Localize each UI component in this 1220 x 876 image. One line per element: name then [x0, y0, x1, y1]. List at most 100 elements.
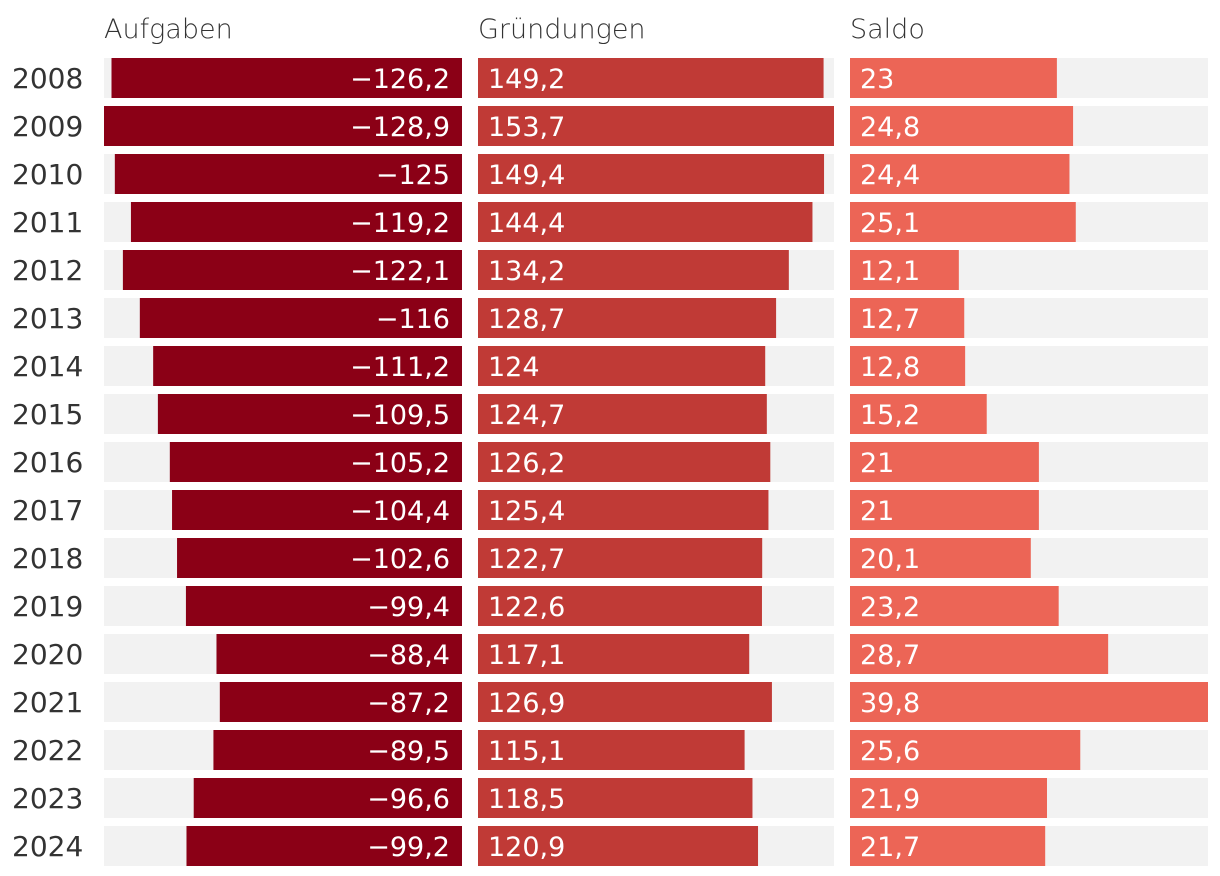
value-label-gründungen-2023: 118,5 [488, 784, 565, 815]
value-label-saldo-2016: 21 [860, 448, 894, 479]
value-label-saldo-2011: 25,1 [860, 208, 920, 239]
value-label-aufgaben-2015: −109,5 [350, 400, 450, 431]
bar-aufgaben-2009 [104, 106, 462, 146]
bar-gründungen-2009 [478, 106, 834, 146]
value-label-saldo-2014: 12,8 [860, 352, 920, 383]
year-label-2009: 2009 [12, 110, 83, 143]
value-label-gründungen-2020: 117,1 [488, 640, 565, 671]
year-label-2014: 2014 [12, 350, 83, 383]
year-label-2024: 2024 [12, 830, 83, 863]
value-label-gründungen-2022: 115,1 [488, 736, 565, 767]
value-label-gründungen-2013: 128,7 [488, 304, 565, 335]
value-label-gründungen-2017: 125,4 [488, 496, 565, 527]
value-label-aufgaben-2024: −99,2 [367, 832, 450, 863]
bar-gründungen-2023 [478, 778, 753, 818]
bar-gründungen-2018 [478, 538, 763, 578]
bar-gründungen-2008 [478, 58, 824, 98]
bar-aufgaben-2008 [111, 58, 462, 98]
bar-aufgaben-2021 [219, 682, 462, 722]
year-label-2022: 2022 [12, 734, 83, 767]
bar-aufgaben-2013 [139, 298, 463, 338]
bar-gründungen-2017 [478, 490, 769, 530]
value-label-aufgaben-2013: −116 [376, 304, 450, 335]
value-label-gründungen-2014: 124 [488, 352, 540, 383]
value-label-saldo-2020: 28,7 [860, 640, 920, 671]
bar-gründungen-2012 [478, 250, 789, 290]
value-label-gründungen-2016: 126,2 [488, 448, 565, 479]
value-label-aufgaben-2008: −126,2 [350, 64, 450, 95]
value-label-saldo-2013: 12,7 [860, 304, 920, 335]
bar-gründungen-2021 [478, 682, 772, 722]
bar-aufgaben-2023 [193, 778, 462, 818]
year-label-2010: 2010 [12, 158, 83, 191]
value-label-saldo-2008: 23 [860, 64, 894, 95]
bar-saldo-2020 [850, 634, 1109, 674]
value-label-saldo-2018: 20,1 [860, 544, 920, 575]
bar-gründungen-2014 [478, 346, 766, 386]
value-label-saldo-2024: 21,7 [860, 832, 920, 863]
value-label-saldo-2015: 15,2 [860, 400, 920, 431]
bar-saldo-2018 [850, 538, 1031, 578]
year-labels: 2008 2009 2010 2011 2012 2013 2014 2015 2016 2017… [12, 62, 83, 863]
bar-saldo-2023 [850, 778, 1047, 818]
bar-aufgaben-2011 [130, 202, 463, 242]
bar-gründungen-2015 [478, 394, 767, 434]
value-label-aufgaben-2021: −87,2 [367, 688, 450, 719]
year-label-2013: 2013 [12, 302, 83, 335]
bar-saldo-2011 [850, 202, 1076, 242]
value-label-saldo-2019: 23,2 [860, 592, 920, 623]
value-label-aufgaben-2016: −105,2 [350, 448, 450, 479]
value-label-saldo-2009: 24,8 [860, 112, 920, 143]
value-label-saldo-2012: 12,1 [860, 256, 920, 287]
bar-gründungen-2010 [478, 154, 825, 194]
bar-saldo-2019 [850, 586, 1059, 626]
bar-saldo-2013 [850, 298, 965, 338]
bar-gründungen-2016 [478, 442, 771, 482]
value-label-saldo-2022: 25,6 [860, 736, 920, 767]
year-label-2018: 2018 [12, 542, 83, 575]
value-label-aufgaben-2022: −89,5 [367, 736, 450, 767]
bar-saldo-2014 [850, 346, 966, 386]
bar-saldo-2016 [850, 442, 1039, 482]
value-label-saldo-2021: 39,8 [860, 688, 920, 719]
bar-aufgaben-2020 [216, 634, 462, 674]
bar-aufgaben-2012 [122, 250, 462, 290]
year-label-2019: 2019 [12, 590, 83, 623]
bar-aufgaben-2017 [172, 490, 463, 530]
value-label-aufgaben-2012: −122,1 [350, 256, 450, 287]
bar-gründungen-2013 [478, 298, 777, 338]
year-label-2021: 2021 [12, 686, 83, 719]
value-label-aufgaben-2017: −104,4 [350, 496, 450, 527]
bar-saldo-2024 [850, 826, 1046, 866]
value-label-gründungen-2009: 153,7 [488, 112, 565, 143]
bar-saldo-2012 [850, 250, 959, 290]
value-label-saldo-2023: 21,9 [860, 784, 920, 815]
bar-saldo-2009 [850, 106, 1074, 146]
value-label-aufgaben-2023: −96,6 [367, 784, 450, 815]
bar-aufgaben-2015 [157, 394, 462, 434]
bar-aufgaben-2022 [213, 730, 462, 770]
panel-header-saldo: Saldo [850, 14, 925, 45]
value-label-aufgaben-2009: −128,9 [350, 112, 450, 143]
bars [104, 58, 1208, 866]
bar-aufgaben-2024 [186, 826, 463, 866]
value-label-gründungen-2015: 124,7 [488, 400, 565, 431]
bar-saldo-2015 [850, 394, 987, 434]
value-label-aufgaben-2014: −111,2 [350, 352, 450, 383]
year-label-2008: 2008 [12, 62, 83, 95]
bar-gründungen-2020 [478, 634, 750, 674]
bar-gründungen-2022 [478, 730, 745, 770]
value-label-saldo-2010: 24,4 [860, 160, 920, 191]
value-label-gründungen-2008: 149,2 [488, 64, 565, 95]
bar-saldo-2017 [850, 490, 1039, 530]
value-label-gründungen-2018: 122,7 [488, 544, 565, 575]
bar-saldo-2021 [850, 682, 1208, 722]
bar-aufgaben-2019 [185, 586, 462, 626]
bar-saldo-2022 [850, 730, 1081, 770]
panel-header-aufgaben: Aufgaben [104, 14, 233, 45]
year-label-2012: 2012 [12, 254, 83, 287]
value-label-saldo-2017: 21 [860, 496, 894, 527]
bar-aufgaben-2016 [169, 442, 462, 482]
bar-saldo-2008 [850, 58, 1057, 98]
